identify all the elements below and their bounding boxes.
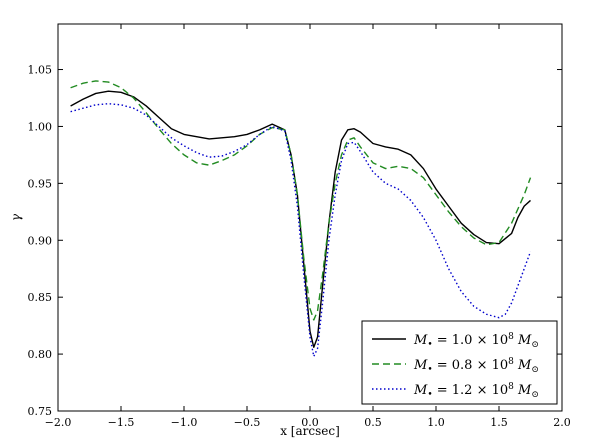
x-tick-label: −0.5 (234, 416, 261, 429)
legend-label-2: M• = 0.8 × 108 M⊙ (413, 357, 539, 375)
y-tick-label: 0.85 (28, 291, 53, 304)
y-tick-label: 0.75 (28, 405, 53, 418)
y-axis-label: γ (9, 213, 23, 221)
y-tick-label: 1.00 (28, 120, 53, 133)
label-layer: x [arcsec] γ (9, 213, 340, 438)
x-tick-label: 0.5 (364, 416, 382, 429)
x-tick-label: −1.5 (108, 416, 135, 429)
y-tick-label: 0.80 (28, 348, 53, 361)
series-line-2 (70, 80, 532, 321)
x-axis-label: x [arcsec] (280, 424, 340, 438)
series-layer (70, 80, 532, 358)
y-tick-label: 0.90 (28, 234, 53, 247)
x-tick-label: 2.0 (553, 416, 571, 429)
x-tick-label: 1.5 (490, 416, 508, 429)
series-line-3 (70, 102, 532, 358)
x-tick-label: 1.0 (427, 416, 445, 429)
tick-layer: −2.0 −1.5 −1.0 −0.5 0.0 0.5 1.0 1.5 2.0 0.75 0.80 0… (28, 24, 571, 429)
series-line-1 (70, 90, 531, 348)
legend-label-3: M• = 1.2 × 108 M⊙ (413, 382, 539, 400)
y-tick-label: 0.95 (28, 177, 53, 190)
legend: M• = 1.0 × 108 M⊙ M• = 0.8 × 108 M⊙ M• = 1… (361, 320, 558, 405)
x-tick-label: −1.0 (171, 416, 198, 429)
x-tick-label: −2.0 (45, 416, 72, 429)
legend-box (361, 320, 558, 405)
x-tick-label: 0.0 (301, 416, 319, 429)
legend-label-1: M• = 1.0 × 108 M⊙ (413, 332, 539, 350)
y-tick-label: 1.05 (28, 64, 53, 77)
